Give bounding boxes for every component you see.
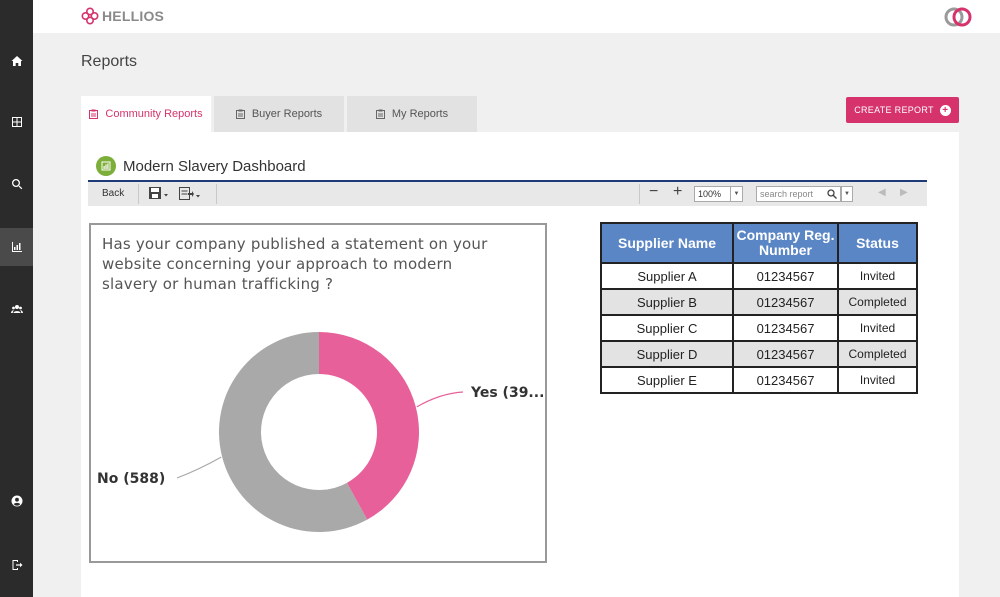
table-row[interactable]: Supplier D 01234567 Completed: [600, 340, 918, 368]
tab-community-reports[interactable]: Community Reports: [81, 96, 211, 132]
column-header[interactable]: Status: [837, 222, 918, 264]
top-bar: HELLIOS: [33, 0, 1000, 33]
donut-chart-panel: Has your company published a statement o…: [89, 223, 547, 563]
table-row[interactable]: Supplier A 01234567 Invited: [600, 262, 918, 290]
toolbar-separator: [216, 184, 217, 204]
reg-number-cell: 01234567: [732, 340, 839, 368]
table-header-row: Supplier Name Company Reg. Number Status: [600, 222, 918, 264]
supplier-name-cell: Supplier C: [600, 314, 734, 342]
report-toolbar: Back − + 100% ▼ search report ▼ ◀ ▶: [88, 182, 927, 206]
sidebar-item-logout[interactable]: [0, 546, 33, 584]
clipboard-icon: [89, 109, 99, 119]
sidebar-item-analytics[interactable]: [0, 228, 33, 266]
brand-flower-icon: [81, 7, 99, 25]
chart-title: Has your company published a statement o…: [102, 235, 488, 293]
clipboard-icon: [235, 109, 245, 119]
sidebar: [0, 0, 33, 597]
grid-icon: [11, 117, 22, 127]
status-cell: Invited: [837, 366, 918, 394]
users-icon: [10, 305, 23, 313]
search-report-input[interactable]: search report: [756, 186, 841, 202]
sidebar-item-account[interactable]: [0, 482, 33, 520]
column-header[interactable]: Company Reg. Number: [732, 222, 839, 264]
reg-number-cell: 01234567: [732, 288, 839, 316]
user-brand-icon[interactable]: [943, 6, 973, 28]
create-report-label: CREATE REPORT: [854, 105, 934, 115]
brand-logo[interactable]: HELLIOS: [81, 7, 164, 25]
dashboard-icon: [96, 156, 116, 176]
donut-slice[interactable]: [219, 332, 368, 532]
table-row[interactable]: Supplier B 01234567 Completed: [600, 288, 918, 316]
leader-line: [176, 456, 222, 479]
plus-circle-icon: +: [939, 104, 951, 116]
report-tabs: Community Reports Buyer Reports My Repor…: [81, 96, 480, 132]
sidebar-item-grid[interactable]: [0, 103, 33, 141]
status-cell: Invited: [837, 314, 918, 342]
search-icon: [11, 179, 22, 190]
create-report-button[interactable]: CREATE REPORT +: [846, 97, 959, 123]
brand-name: HELLIOS: [102, 8, 165, 24]
page-title: Reports: [81, 53, 138, 70]
home-icon: [11, 56, 22, 66]
previous-page-button[interactable]: ◀: [878, 187, 886, 198]
table-row[interactable]: Supplier C 01234567 Invited: [600, 314, 918, 342]
reg-number-cell: 01234567: [732, 314, 839, 342]
zoom-out-button[interactable]: −: [649, 183, 659, 200]
reg-number-cell: 01234567: [732, 262, 839, 290]
clipboard-icon: [375, 109, 385, 119]
sidebar-item-users[interactable]: [0, 290, 33, 328]
sidebar-item-home[interactable]: [0, 42, 33, 80]
supplier-name-cell: Supplier A: [600, 262, 734, 290]
supplier-name-cell: Supplier D: [600, 340, 734, 368]
zoom-value: 100%: [698, 189, 722, 199]
toolbar-separator: [138, 184, 139, 204]
supplier-table: Supplier Name Company Reg. Number Status…: [600, 222, 918, 394]
zoom-in-button[interactable]: +: [673, 183, 683, 200]
chevron-down-icon: ▼: [730, 187, 742, 201]
dashboard-title: Modern Slavery Dashboard: [123, 157, 306, 175]
save-icon[interactable]: [149, 187, 171, 200]
back-button[interactable]: Back: [102, 188, 125, 199]
slice-label: Yes (39...: [470, 385, 544, 401]
account-icon: [11, 495, 22, 507]
tab-label: Buyer Reports: [251, 108, 323, 120]
status-cell: Invited: [837, 262, 918, 290]
sidebar-item-search[interactable]: [0, 165, 33, 203]
reg-number-cell: 01234567: [732, 366, 839, 394]
supplier-name-cell: Supplier B: [600, 288, 734, 316]
export-icon[interactable]: [179, 187, 203, 200]
tab-my-reports[interactable]: My Reports: [347, 96, 477, 132]
tab-label: Community Reports: [105, 108, 203, 120]
supplier-name-cell: Supplier E: [600, 366, 734, 394]
column-header[interactable]: Supplier Name: [600, 222, 734, 264]
search-options-dropdown[interactable]: ▼: [841, 186, 853, 202]
tab-buyer-reports[interactable]: Buyer Reports: [214, 96, 344, 132]
toolbar-separator: [639, 184, 640, 204]
next-page-button[interactable]: ▶: [900, 187, 908, 198]
dashboard-divider: [88, 180, 927, 182]
dashboard-header: Modern Slavery Dashboard: [96, 156, 306, 176]
donut-slice[interactable]: [319, 332, 419, 520]
search-icon: [827, 189, 837, 199]
donut-chart: Yes (39... No (588): [97, 332, 544, 532]
slice-label: No (588): [97, 471, 165, 487]
search-placeholder: search report: [760, 189, 814, 199]
zoom-select[interactable]: 100% ▼: [694, 186, 743, 202]
status-cell: Completed: [837, 288, 918, 316]
status-cell: Completed: [837, 340, 918, 368]
logout-icon: [12, 560, 22, 570]
tab-label: My Reports: [391, 108, 449, 120]
table-row[interactable]: Supplier E 01234567 Invited: [600, 366, 918, 394]
analytics-icon: [11, 242, 22, 252]
leader-line: [416, 391, 464, 408]
